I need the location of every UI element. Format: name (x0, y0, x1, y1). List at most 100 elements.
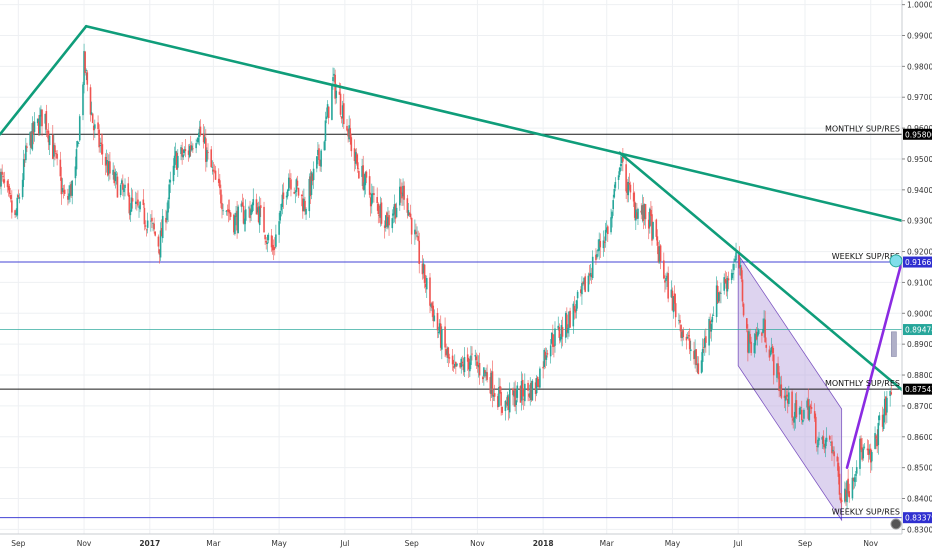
candle-body (581, 283, 583, 295)
candle-body (249, 208, 251, 219)
candle-body (229, 212, 232, 217)
candle-body (484, 370, 486, 374)
candle-body (779, 386, 782, 389)
candle-body (575, 300, 578, 311)
candle-body (409, 213, 412, 218)
candle-body (847, 478, 849, 494)
candle-body (836, 456, 839, 462)
candle-body (635, 209, 637, 221)
candle-body (499, 386, 501, 394)
candle-body (136, 202, 138, 203)
candle-body (441, 329, 443, 350)
price-tag (903, 128, 932, 140)
candle-body (332, 77, 334, 82)
candle-body (226, 209, 229, 211)
candle-body (785, 394, 788, 397)
level-label: MONTHLY SUP/RES (825, 379, 900, 388)
candle-body (387, 217, 389, 228)
candle-body (59, 159, 62, 177)
candle-body (584, 276, 586, 292)
candle-body (259, 205, 262, 208)
candle-body (391, 218, 394, 229)
candle-body (750, 341, 752, 353)
candle-body (822, 436, 825, 444)
candle-body (41, 109, 43, 127)
candle-body (461, 361, 464, 364)
candle-body (243, 218, 246, 225)
candle-body (437, 331, 440, 334)
candle-body (339, 93, 342, 115)
candle-body (572, 303, 575, 327)
candle-body (868, 449, 871, 454)
candle-body (235, 212, 237, 218)
candle-body (619, 164, 622, 167)
candle-body (67, 195, 69, 200)
candle-body (528, 393, 530, 397)
candle-body (175, 152, 178, 170)
settings-icon (890, 518, 902, 530)
candle-body (595, 254, 597, 261)
price-tag-label: 0.87542 (905, 385, 932, 394)
level-label: WEEKLY SUP/RES (832, 508, 900, 517)
candle-body (546, 353, 549, 355)
candle-body (25, 145, 27, 161)
candle-body (227, 209, 230, 213)
candle-body (839, 497, 842, 501)
candle-body (187, 150, 190, 155)
candle-body (467, 358, 470, 370)
candle-body (82, 84, 84, 116)
candle-body (588, 273, 591, 276)
candle-body (221, 203, 223, 210)
candle-body (725, 280, 728, 289)
candle-body (783, 395, 786, 398)
candle-body (794, 403, 797, 419)
candle-body (36, 118, 39, 124)
candle-body (416, 235, 418, 237)
candle-body (206, 150, 208, 162)
candle-body (257, 206, 260, 223)
candle-body (182, 154, 185, 158)
x-axis: Sep Nov 2017 Mar May Jul Sep Nov 2018 Mar May Jul Se… (0, 533, 932, 550)
candle-body (48, 135, 51, 146)
candle-body (761, 332, 763, 336)
candle-body (417, 236, 419, 241)
candle-body (803, 409, 805, 419)
candle-body (830, 441, 832, 443)
candle-body (557, 325, 560, 329)
candle-body (402, 185, 404, 197)
candle-body (747, 330, 749, 353)
candle-body (158, 249, 161, 255)
candle-body (222, 210, 224, 212)
candle-body (386, 212, 388, 227)
candle-body (422, 263, 425, 274)
candle-body (83, 51, 85, 85)
candle-body (716, 285, 719, 303)
candle-body (498, 387, 500, 407)
candle-body (709, 320, 711, 329)
candle-body (54, 145, 56, 153)
x-tick-label: May (271, 539, 287, 548)
candle-body (157, 236, 160, 247)
candle-body (741, 279, 744, 302)
candle-body (9, 195, 12, 200)
candle-body (765, 344, 768, 348)
candle-body (837, 462, 840, 477)
candle-body (421, 263, 424, 275)
candle-body (104, 156, 107, 166)
candle-body (791, 391, 793, 418)
candle-body (519, 386, 522, 403)
candle-body (610, 217, 612, 233)
candle-body (878, 415, 881, 421)
y-axis-panel (902, 0, 932, 550)
candle-body (225, 210, 228, 212)
candle-body (712, 315, 715, 316)
candle-body (524, 383, 526, 402)
candle-body (338, 91, 341, 95)
candle-body (220, 189, 222, 204)
last-candle-marker (891, 331, 897, 357)
